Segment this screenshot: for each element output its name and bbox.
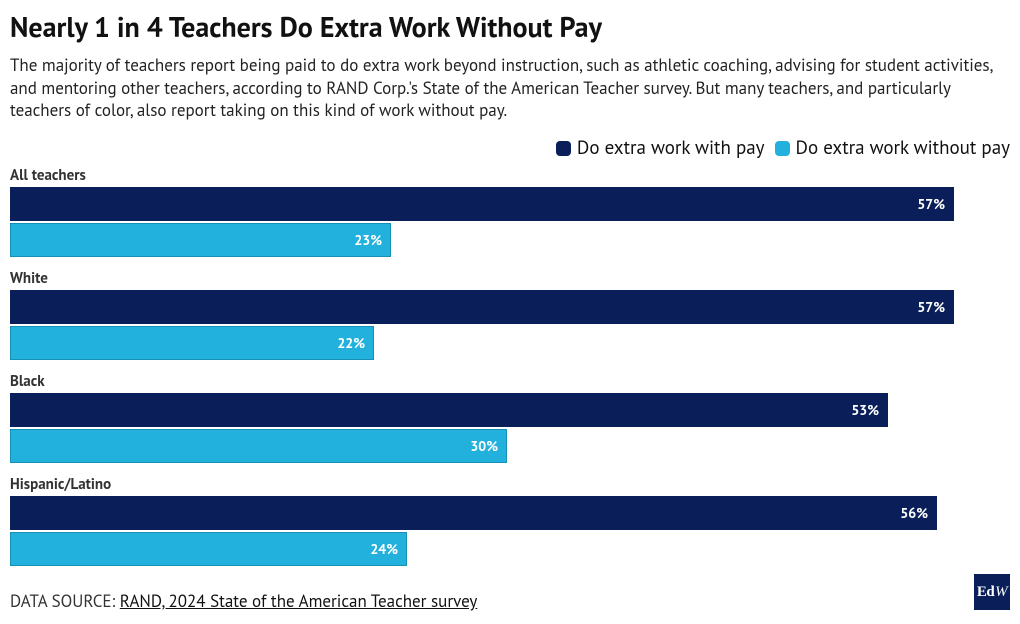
legend-label-withoutpay: Do extra work without pay (796, 136, 1010, 160)
source-link[interactable]: RAND, 2024 State of the American Teacher… (120, 590, 478, 612)
bar-value: 53% (851, 401, 879, 419)
bar-value: 22% (337, 334, 365, 352)
category-label: White (10, 269, 1010, 288)
bar-withpay: 57% (10, 187, 954, 221)
bar-withpay: 56% (10, 496, 937, 530)
bar-value: 30% (470, 437, 498, 455)
bar-group: Black 53% 30% (10, 372, 1010, 463)
bar-chart: All teachers 57% 23% White 57% 22% Black… (10, 166, 1010, 566)
bar-withoutpay: 22% (10, 326, 374, 360)
bar-value: 57% (917, 195, 945, 213)
chart-description: The majority of teachers report being pa… (10, 54, 1010, 123)
legend-label-withpay: Do extra work with pay (577, 136, 765, 160)
bar-value: 57% (917, 298, 945, 316)
legend-swatch-withoutpay (775, 141, 790, 156)
bar-value: 23% (354, 231, 382, 249)
legend: Do extra work with pay Do extra work wit… (10, 136, 1010, 160)
source-prefix: DATA SOURCE: (10, 590, 120, 612)
logo-ed: Ed (977, 584, 994, 601)
bar-group: Hispanic/Latino 56% 24% (10, 475, 1010, 566)
bar-group: All teachers 57% 23% (10, 166, 1010, 257)
category-label: Hispanic/Latino (10, 475, 1010, 494)
data-source: DATA SOURCE: RAND, 2024 State of the Ame… (10, 590, 477, 612)
bar-value: 56% (900, 504, 928, 522)
bar-value: 24% (370, 540, 398, 558)
bar-withoutpay: 30% (10, 429, 507, 463)
logo-w: W (995, 584, 1007, 601)
chart-title: Nearly 1 in 4 Teachers Do Extra Work Wit… (10, 10, 1010, 44)
edweek-logo: EdW (974, 574, 1010, 610)
bar-withoutpay: 23% (10, 223, 391, 257)
legend-swatch-withpay (556, 141, 571, 156)
bar-withpay: 57% (10, 290, 954, 324)
bar-withpay: 53% (10, 393, 888, 427)
bar-withoutpay: 24% (10, 532, 407, 566)
bar-group: White 57% 22% (10, 269, 1010, 360)
category-label: Black (10, 372, 1010, 391)
category-label: All teachers (10, 166, 1010, 185)
